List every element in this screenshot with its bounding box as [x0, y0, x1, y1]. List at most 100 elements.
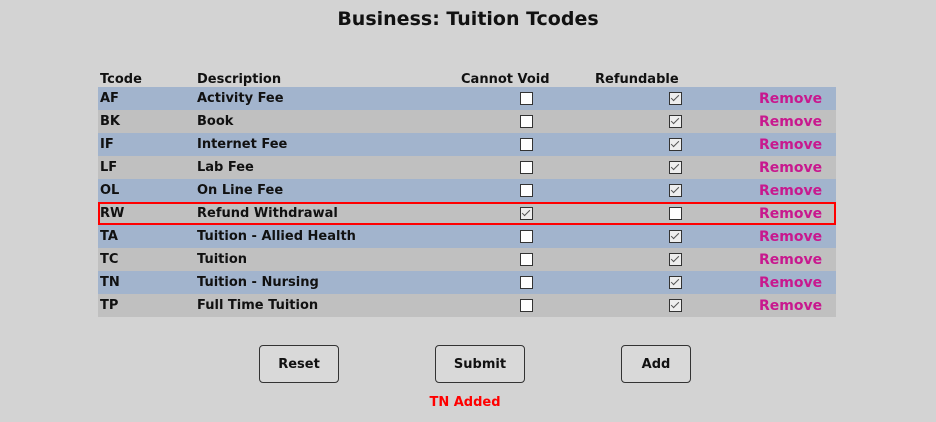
- tcode-cell: RW: [98, 202, 195, 225]
- refundable-cell: [593, 202, 757, 225]
- remove-link[interactable]: Remove: [759, 159, 823, 176]
- cannot-void-checkbox[interactable]: [519, 230, 533, 243]
- action-cell: Remove: [757, 271, 836, 294]
- remove-link[interactable]: Remove: [759, 228, 823, 245]
- table-row: LF Lab Fee Remove: [98, 156, 836, 179]
- table-row: OL On Line Fee Remove: [98, 179, 836, 202]
- tcode-cell: IF: [100, 137, 114, 152]
- remove-link[interactable]: Remove: [759, 251, 823, 268]
- refundable-cell: [593, 225, 757, 248]
- description-cell: Tuition: [197, 252, 248, 267]
- header-tcode: Tcode: [100, 72, 142, 87]
- action-cell: Remove: [757, 156, 836, 179]
- cannot-void-checkbox[interactable]: [519, 207, 533, 220]
- description-cell: Full Time Tuition: [197, 298, 319, 313]
- refundable-checkbox[interactable]: [668, 138, 682, 151]
- cannot-void-cell: [459, 110, 593, 133]
- refundable-cell: [593, 294, 757, 317]
- refundable-checkbox[interactable]: [668, 253, 682, 266]
- remove-link[interactable]: Remove: [759, 113, 823, 130]
- refundable-checkbox[interactable]: [668, 161, 682, 174]
- refundable-cell: [593, 179, 757, 202]
- action-cell: Remove: [757, 133, 836, 156]
- cannot-void-cell: [459, 248, 593, 271]
- refundable-cell: [593, 271, 757, 294]
- cannot-void-cell: [459, 179, 593, 202]
- table-row: TP Full Time Tuition Remove: [98, 294, 836, 317]
- table-row: IF Internet Fee Remove: [98, 133, 836, 156]
- tcode-cell: TN: [100, 275, 120, 290]
- action-cell: Remove: [757, 202, 836, 225]
- tcode-cell: TA: [100, 229, 118, 244]
- refundable-cell: [593, 156, 757, 179]
- action-cell: Remove: [757, 179, 836, 202]
- table-row: RW Refund Withdrawal Remove: [98, 202, 836, 225]
- cannot-void-cell: [459, 87, 593, 110]
- remove-link[interactable]: Remove: [759, 205, 823, 222]
- description-cell: Lab Fee: [197, 160, 254, 175]
- refundable-checkbox[interactable]: [668, 115, 682, 128]
- tcode-cell: TC: [100, 252, 119, 267]
- cannot-void-checkbox[interactable]: [519, 299, 533, 312]
- table-row: TC Tuition Remove: [98, 248, 836, 271]
- submit-button[interactable]: Submit: [435, 345, 525, 383]
- header-description: Description: [197, 72, 282, 87]
- add-button[interactable]: Add: [621, 345, 691, 383]
- cannot-void-checkbox[interactable]: [519, 253, 533, 266]
- cannot-void-checkbox[interactable]: [519, 92, 533, 105]
- cannot-void-checkbox[interactable]: [519, 184, 533, 197]
- refundable-cell: [593, 133, 757, 156]
- cannot-void-cell: [459, 133, 593, 156]
- cannot-void-checkbox[interactable]: [519, 161, 533, 174]
- remove-link[interactable]: Remove: [759, 136, 823, 153]
- header-refundable: Refundable: [595, 72, 679, 87]
- refundable-cell: [593, 110, 757, 133]
- cannot-void-cell: [459, 225, 593, 248]
- action-cell: Remove: [757, 294, 836, 317]
- remove-link[interactable]: Remove: [759, 182, 823, 199]
- refundable-cell: [593, 87, 757, 110]
- tcode-cell: BK: [100, 114, 120, 129]
- description-cell: Internet Fee: [197, 137, 288, 152]
- description-cell: Tuition - Nursing: [197, 275, 319, 290]
- description-cell: Book: [197, 114, 234, 129]
- refundable-cell: [593, 248, 757, 271]
- tcode-cell: LF: [100, 160, 118, 175]
- table-row: BK Book Remove: [98, 110, 836, 133]
- cannot-void-cell: [459, 202, 593, 225]
- cannot-void-checkbox[interactable]: [519, 138, 533, 151]
- cannot-void-cell: [459, 271, 593, 294]
- action-cell: Remove: [757, 110, 836, 133]
- remove-link[interactable]: Remove: [759, 274, 823, 291]
- table-row: TN Tuition - Nursing Remove: [98, 271, 836, 294]
- refundable-checkbox[interactable]: [668, 299, 682, 312]
- refundable-checkbox[interactable]: [668, 230, 682, 243]
- action-cell: Remove: [757, 225, 836, 248]
- tcode-cell: AF: [100, 91, 119, 106]
- description-cell: Activity Fee: [197, 91, 284, 106]
- refundable-checkbox[interactable]: [668, 92, 682, 105]
- cannot-void-checkbox[interactable]: [519, 115, 533, 128]
- refundable-checkbox[interactable]: [668, 207, 682, 220]
- description-cell: Refund Withdrawal: [195, 202, 459, 225]
- tcodes-table: Tcode Description Cannot Void Refundable…: [98, 66, 836, 317]
- cannot-void-checkbox[interactable]: [519, 276, 533, 289]
- refundable-checkbox[interactable]: [668, 276, 682, 289]
- reset-button[interactable]: Reset: [259, 345, 339, 383]
- action-cell: Remove: [757, 248, 836, 271]
- header-cannot-void: Cannot Void: [461, 72, 550, 87]
- table-row: TA Tuition - Allied Health Remove: [98, 225, 836, 248]
- page-title: Business: Tuition Tcodes: [337, 8, 599, 30]
- description-cell: On Line Fee: [197, 183, 284, 198]
- remove-link[interactable]: Remove: [759, 90, 823, 107]
- table-row: AF Activity Fee Remove: [98, 87, 836, 110]
- refundable-checkbox[interactable]: [668, 184, 682, 197]
- status-message: TN Added: [429, 395, 501, 410]
- cannot-void-cell: [459, 156, 593, 179]
- cannot-void-cell: [459, 294, 593, 317]
- table-header: Tcode Description Cannot Void Refundable: [98, 66, 836, 87]
- description-cell: Tuition - Allied Health: [197, 229, 356, 244]
- tcode-cell: OL: [100, 183, 120, 198]
- remove-link[interactable]: Remove: [759, 297, 823, 314]
- action-cell: Remove: [757, 87, 836, 110]
